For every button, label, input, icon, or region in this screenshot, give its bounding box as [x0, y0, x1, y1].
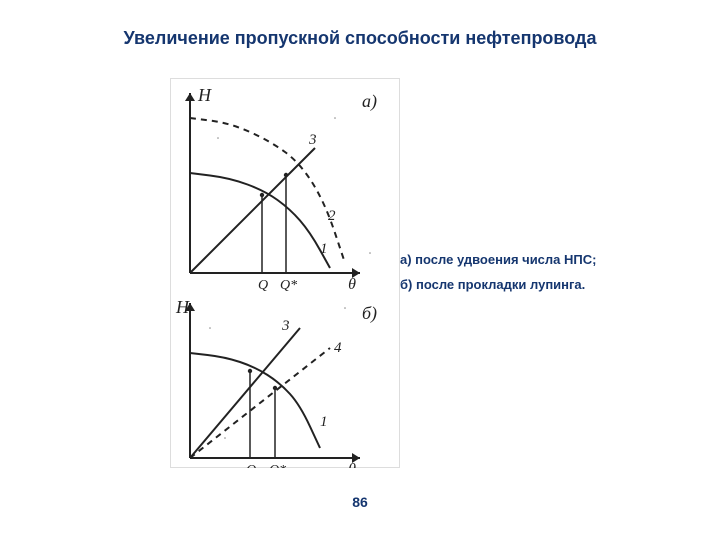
page-number: 86: [0, 494, 720, 510]
svg-text:1: 1: [320, 414, 328, 430]
svg-text:1: 1: [320, 241, 328, 257]
svg-text:3: 3: [308, 132, 317, 148]
svg-text:Q: Q: [258, 278, 268, 293]
svg-text:H: H: [197, 85, 212, 105]
svg-text:а): а): [362, 91, 377, 112]
legend-item-b: б) после прокладки лупинга.: [400, 277, 596, 292]
svg-text:3: 3: [281, 318, 290, 334]
legend: а) после удвоения числа НПС; б) после пр…: [400, 252, 596, 302]
svg-text:θ: θ: [348, 276, 356, 293]
pipeline-capacity-diagram: Hθ а) 1 2 3 Q Q* Hθ б) 1 3 4 Q Q*: [170, 78, 400, 468]
svg-text:Q*: Q*: [269, 463, 286, 468]
svg-text:θ: θ: [348, 461, 356, 468]
svg-text:2: 2: [328, 208, 336, 224]
svg-text:Q: Q: [246, 463, 256, 468]
svg-text:4: 4: [334, 340, 342, 356]
page-title: Увеличение пропускной способности нефтеп…: [0, 28, 720, 49]
svg-text:б): б): [362, 303, 377, 324]
page: Увеличение пропускной способности нефтеп…: [0, 0, 720, 540]
svg-text:Q*: Q*: [280, 278, 297, 293]
legend-item-a: а) после удвоения числа НПС;: [400, 252, 596, 267]
svg-text:H: H: [175, 297, 190, 317]
